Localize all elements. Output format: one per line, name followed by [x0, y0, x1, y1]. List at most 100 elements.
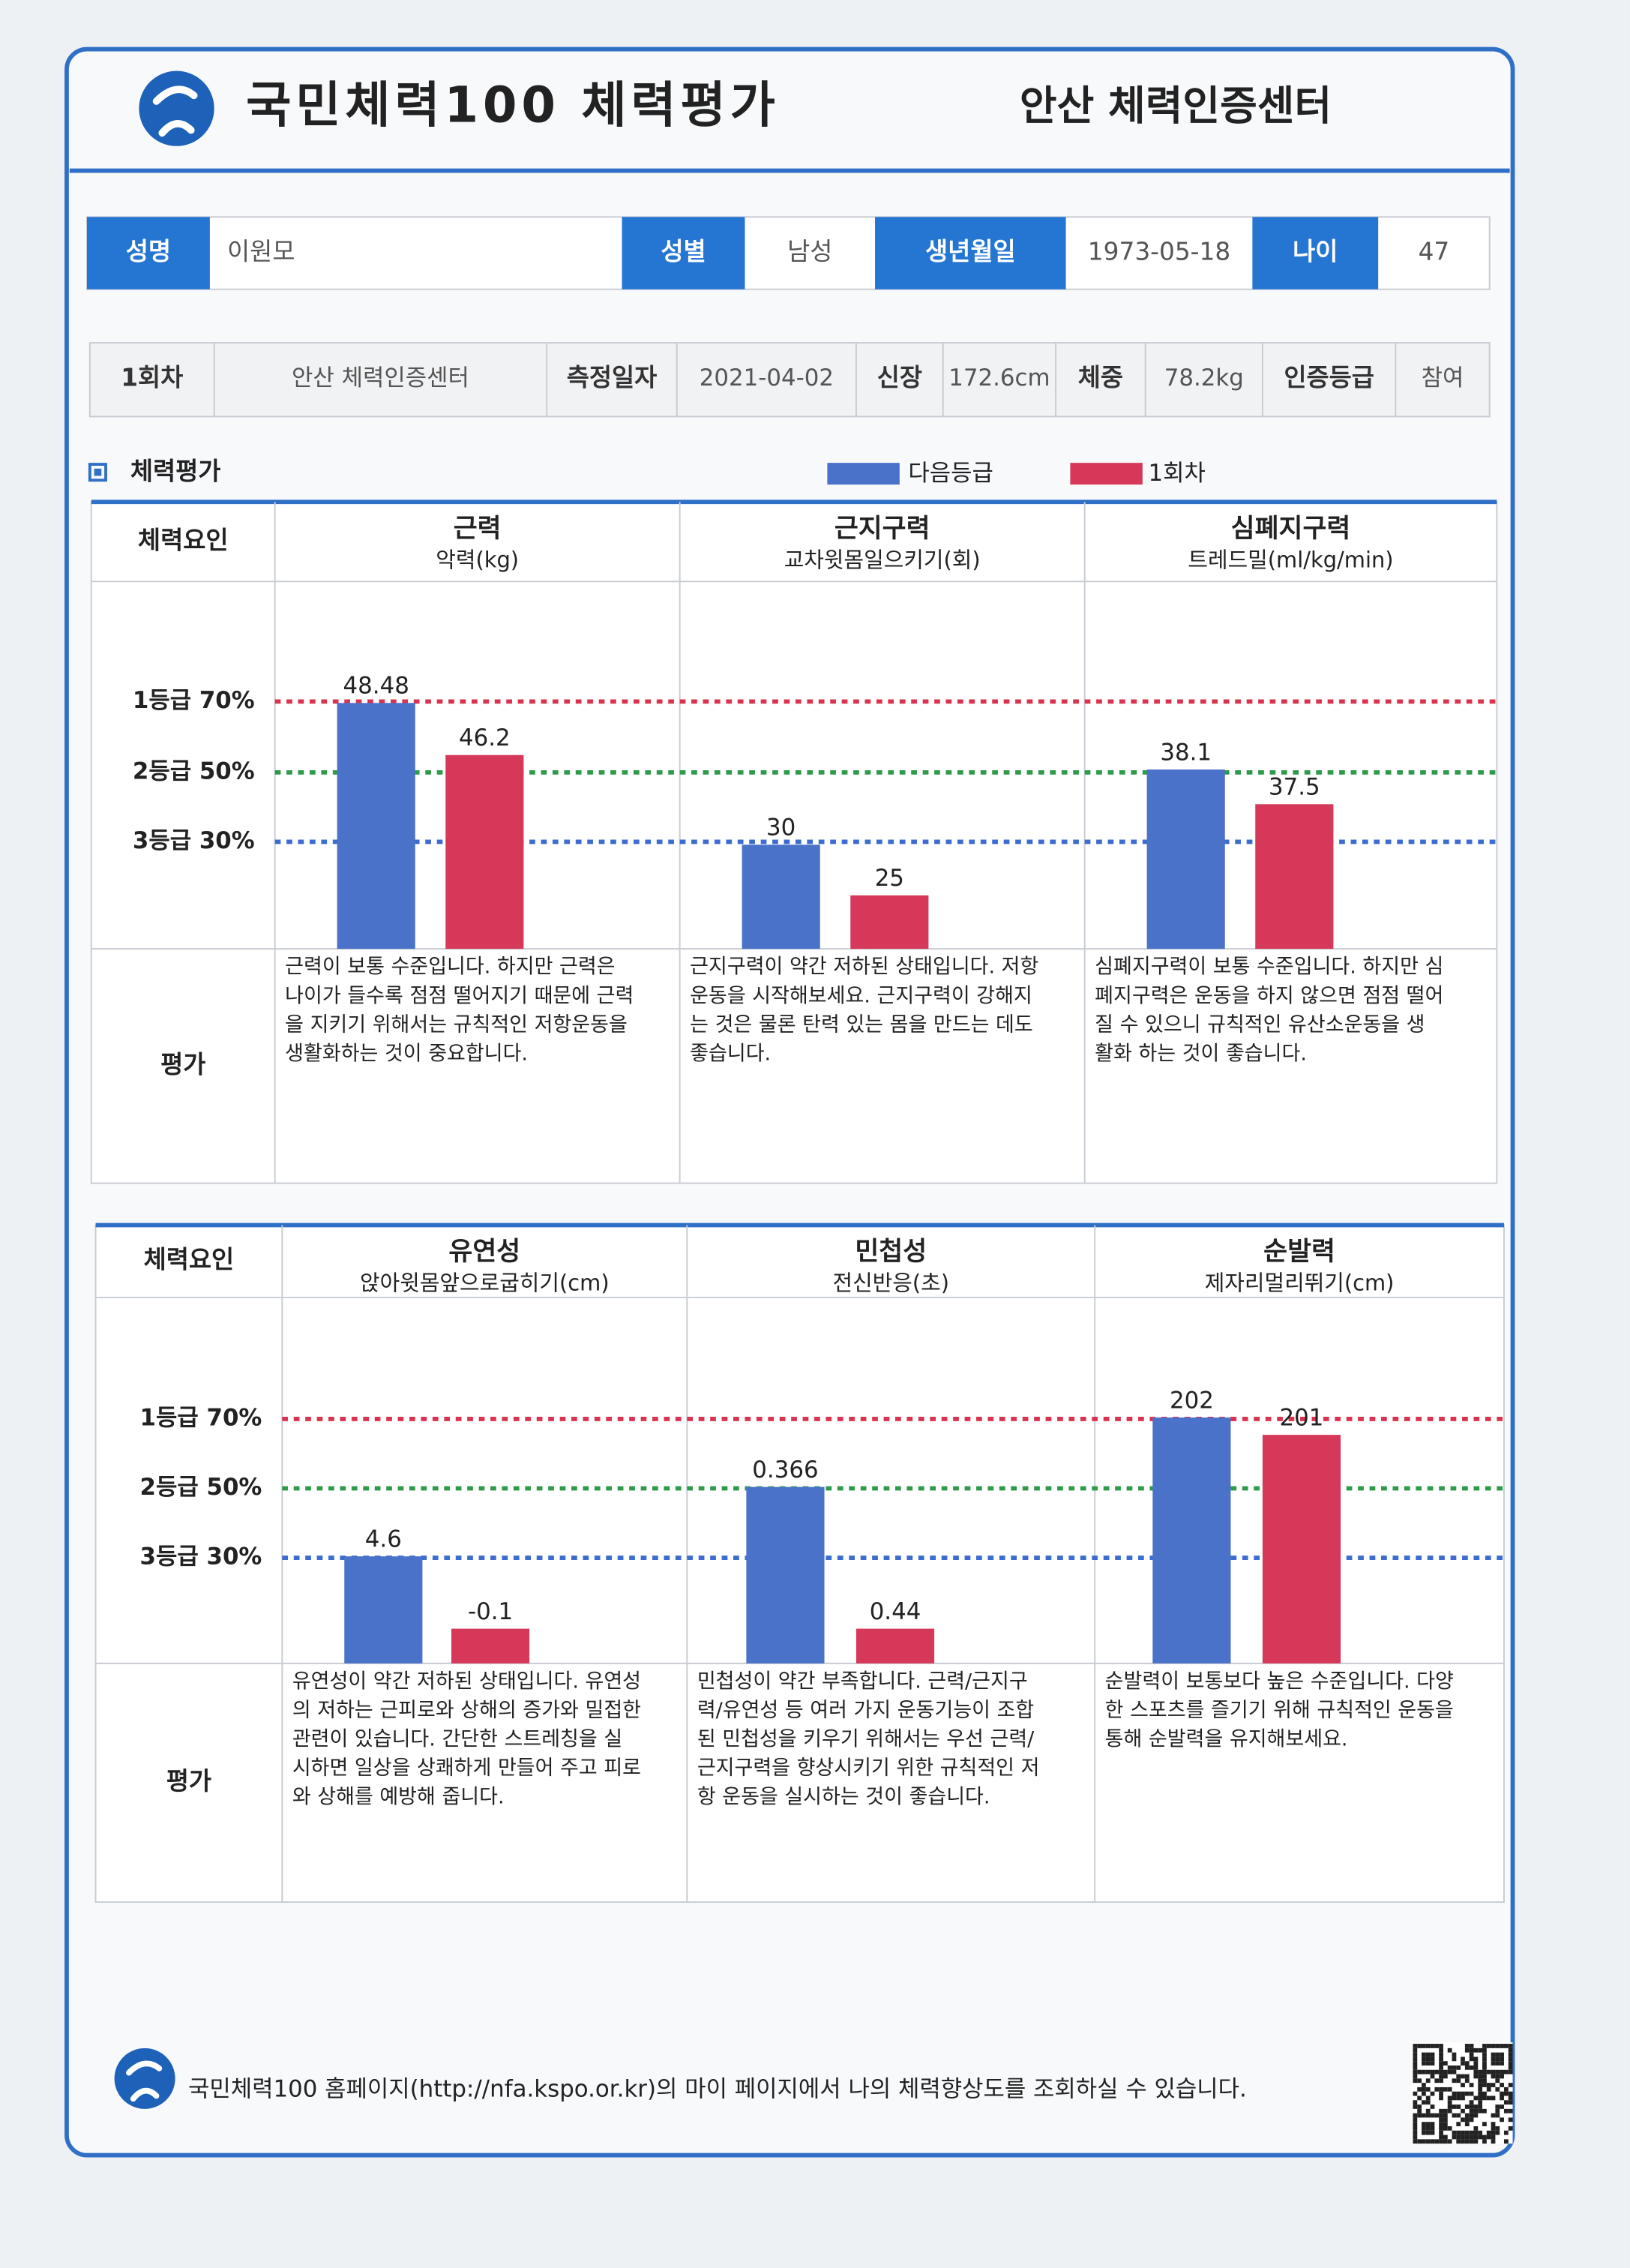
- qr-cell: [1447, 2104, 1452, 2109]
- qr-cell: [1425, 2086, 1431, 2092]
- evaluation-line: 폐지구력은 운동을 하지 않으면 점점 떨어: [1095, 984, 1443, 1007]
- qr-cell: [1443, 2069, 1448, 2074]
- qr-cell: [1495, 2074, 1500, 2079]
- evaluation-line: 근력이 보통 수준입니다. 하지만 근력은: [285, 956, 615, 979]
- qr-cell: [1461, 2056, 1465, 2062]
- evaluation-line: 생활화하는 것이 중요합니다.: [285, 1042, 528, 1065]
- legend-swatch: [1070, 463, 1143, 485]
- qr-cell: [1478, 2130, 1483, 2135]
- evaluation-line: 을 지키기 위해서는 규칙적인 저항운동을: [285, 1013, 628, 1036]
- qr-cell: [1452, 2134, 1457, 2140]
- qr-cell: [1464, 2139, 1470, 2144]
- profile-label-cell: [875, 217, 1066, 290]
- qr-cell: [1464, 2104, 1470, 2109]
- bar-value: 0.366: [752, 1456, 818, 1484]
- bar-value: -0.1: [468, 1598, 513, 1625]
- qr-cell: [1439, 2130, 1443, 2135]
- qr-cell: [1486, 2044, 1491, 2048]
- qr-cell: [1422, 2056, 1426, 2062]
- qr-cell: [1443, 2126, 1448, 2131]
- qr-cell: [1413, 2134, 1418, 2140]
- evaluation-line: 력/유연성 등 여러 가지 운동기능이 조합: [697, 1699, 1034, 1722]
- qr-cell: [1482, 2096, 1487, 2101]
- qr-cell: [1413, 2066, 1418, 2070]
- qr-cell: [1430, 2130, 1435, 2135]
- footer-logo-mark: [126, 2060, 163, 2102]
- bar-value: 37.5: [1269, 774, 1320, 801]
- qr-cell: [1508, 2066, 1513, 2070]
- factor-label: 체력요인: [138, 526, 229, 554]
- bar: [1262, 1435, 1341, 1664]
- qr-cell: [1495, 2126, 1500, 2131]
- evaluation-line: 질 수 있으니 규칙적인 유산소운동을 생: [1095, 1013, 1425, 1036]
- item-title: 근지구력: [834, 514, 930, 544]
- qr-cell: [1473, 2126, 1479, 2131]
- session-value: 78.2kg: [1164, 364, 1244, 392]
- qr-cell: [1486, 2069, 1491, 2074]
- qr-cell: [1430, 2139, 1435, 2144]
- bar: [850, 895, 929, 950]
- profile-value: 47: [1419, 238, 1450, 266]
- qr-cell: [1508, 2044, 1513, 2048]
- qr-cell: [1413, 2122, 1418, 2126]
- qr-cell: [1473, 2069, 1479, 2074]
- qr-cell: [1461, 2130, 1465, 2135]
- qr-cell: [1473, 2096, 1479, 2101]
- qr-cell: [1456, 2074, 1461, 2079]
- qr-cell: [1495, 2052, 1500, 2057]
- qr-cell: [1482, 2134, 1487, 2140]
- qr-cell: [1452, 2091, 1457, 2096]
- qr-cell: [1439, 2113, 1443, 2118]
- qr-cell: [1495, 2113, 1500, 2118]
- qr-cell: [1443, 2086, 1448, 2092]
- qr-cell: [1508, 2061, 1513, 2066]
- qr-cell: [1503, 2069, 1509, 2074]
- bar-value: 48.48: [343, 673, 409, 700]
- qr-cell: [1413, 2052, 1418, 2057]
- qr-cell: [1491, 2061, 1496, 2066]
- qr-cell: [1478, 2074, 1483, 2079]
- qr-cell: [1500, 2044, 1504, 2048]
- logo-mark: [152, 86, 198, 137]
- qr-cell: [1413, 2056, 1418, 2062]
- grade-label: 1등급 70%: [140, 1404, 262, 1431]
- session-row: [88, 342, 1491, 418]
- qr-cell: [1422, 2052, 1426, 2057]
- qr-cell: [1508, 2091, 1513, 2096]
- qr-cell: [1482, 2066, 1487, 2070]
- qr-cell: [1495, 2044, 1500, 2048]
- qr-cell: [1439, 2056, 1443, 2062]
- qr-cell: [1469, 2083, 1474, 2087]
- qr-cell: [1417, 2086, 1422, 2092]
- qr-cell: [1439, 2061, 1443, 2066]
- bar-value: 202: [1170, 1387, 1214, 1414]
- qr-cell: [1461, 2139, 1465, 2144]
- qr-cell: [1473, 2108, 1479, 2114]
- qr-cell: [1422, 2139, 1426, 2144]
- qr-cell: [1491, 2139, 1496, 2144]
- qr-cell: [1443, 2117, 1448, 2122]
- qr-cell: [1461, 2134, 1465, 2140]
- evaluation-line: 관련이 있습니다. 간단한 스트레칭을 실: [292, 1728, 622, 1751]
- qr-cell: [1413, 2113, 1418, 2118]
- qr-cell: [1508, 2100, 1513, 2105]
- bar-value: 38.1: [1160, 739, 1212, 766]
- qr-cell: [1473, 2113, 1479, 2118]
- qr-cell: [1473, 2104, 1479, 2109]
- qr-cell: [1461, 2083, 1465, 2087]
- qr-cell: [1452, 2052, 1457, 2057]
- qr-cell: [1464, 2044, 1470, 2048]
- qr-cell: [1482, 2044, 1487, 2048]
- qr-cell: [1422, 2100, 1426, 2105]
- profile-label: 성명: [126, 238, 171, 266]
- qr-cell: [1430, 2069, 1435, 2074]
- qr-cell: [1495, 2078, 1500, 2084]
- qr-cell: [1452, 2078, 1457, 2084]
- qr-cell: [1508, 2126, 1513, 2131]
- qr-cell: [1443, 2061, 1448, 2066]
- qr-cell: [1430, 2104, 1435, 2109]
- item-test: 트레드밀(ml/kg/min): [1188, 547, 1393, 572]
- bar: [451, 1628, 530, 1664]
